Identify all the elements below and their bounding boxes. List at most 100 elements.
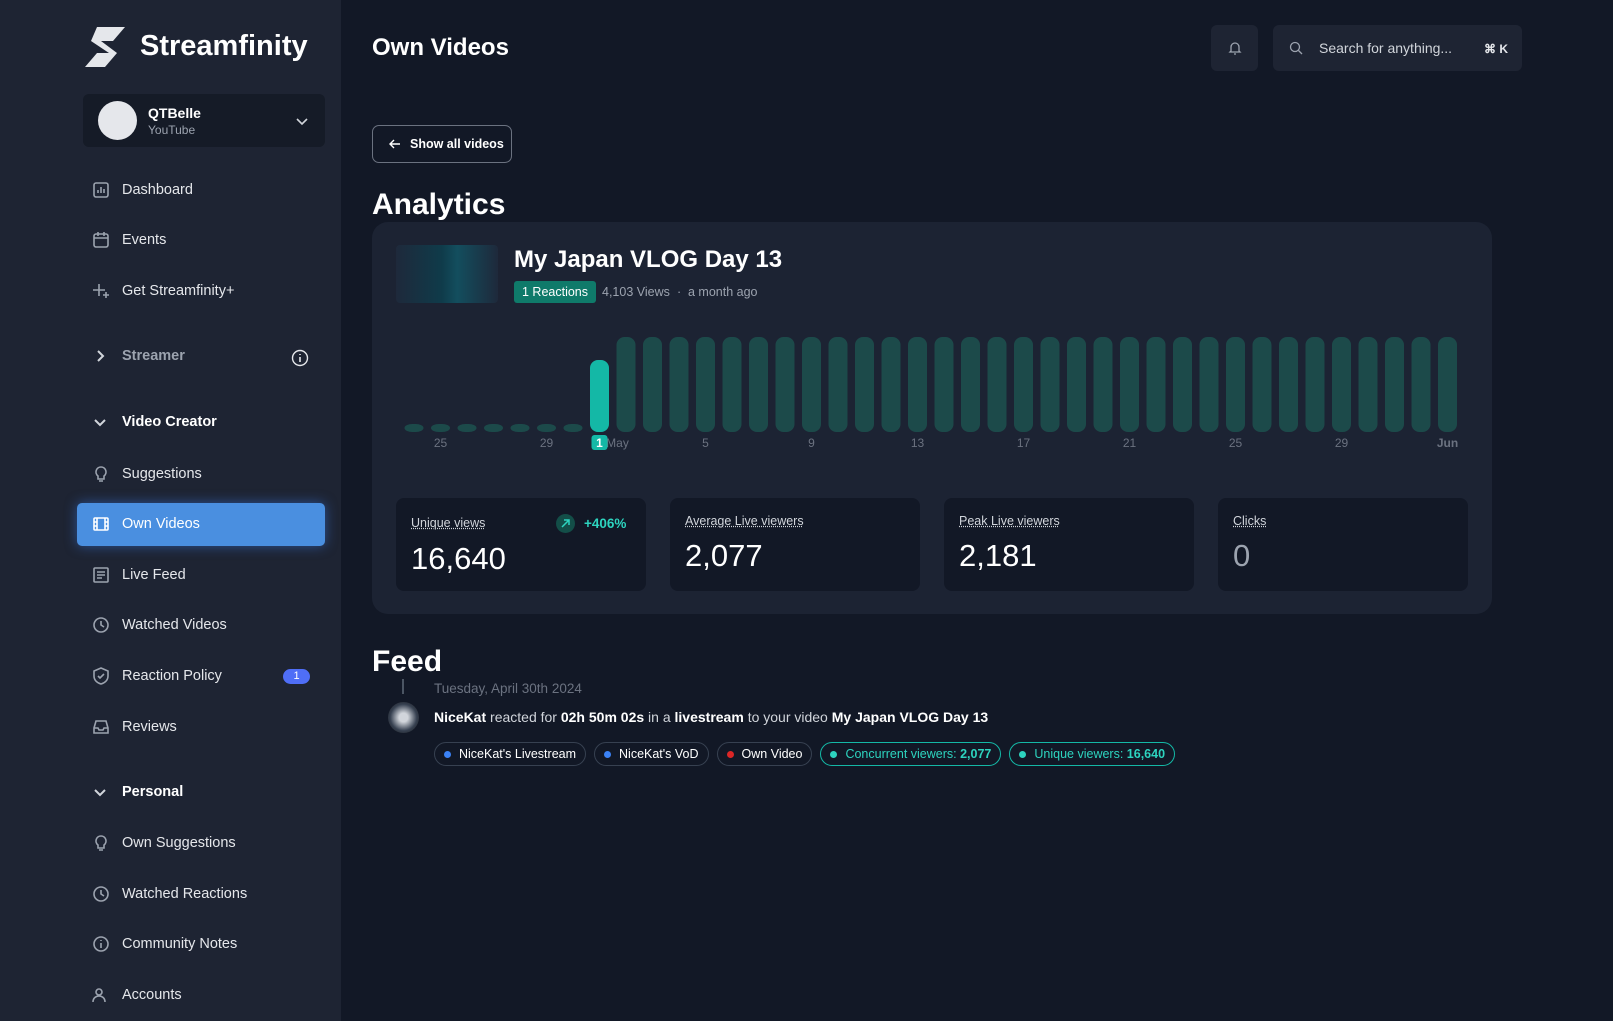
x-tick-label: 25 [1229,436,1243,450]
x-tick-label: 9 [808,436,815,450]
tag-label: Own Video [741,747,803,761]
bar [855,337,874,432]
x-tick-label: May [606,436,629,450]
nav-item[interactable]: Suggestions [92,462,202,486]
bar [669,337,689,432]
bar [563,424,583,432]
nav-item[interactable]: Own Videos [92,512,200,536]
shortcut: ⌘ K [1484,42,1508,56]
chevron [296,118,308,126]
back-button[interactable]: Show all videos [372,125,512,163]
bar [1040,337,1060,432]
active-highlight [77,503,325,546]
stat-value: 2,077 [685,538,763,573]
user[interactable]: NiceKat [434,709,487,725]
search-icon [1289,41,1303,55]
notifications-button[interactable] [1211,25,1258,71]
video-title: My Japan VLOG Day 13 [514,246,783,273]
nav-item[interactable]: Events [92,228,166,252]
bar [802,337,821,432]
bar [775,337,795,432]
info-icon[interactable] [291,349,309,367]
nav-item[interactable]: Live Feed [92,563,186,587]
feed-line [402,679,404,694]
nav-item[interactable]: Get Streamfinity+ [92,279,234,303]
video[interactable]: My Japan VLOG Day 13 [831,709,989,725]
bar [1146,337,1166,432]
text: to your video [747,709,828,725]
bar [643,337,662,432]
nav-item[interactable]: Accounts [92,983,182,1007]
x-tick-label: 25 [434,436,448,450]
nav-item[interactable]: Community Notes [92,932,237,956]
nav-section[interactable]: Streamer [92,348,185,364]
x-tick-label: 5 [702,436,709,450]
nav-item[interactable]: Reviews [92,715,177,739]
nav-item[interactable]: Watched Videos [92,613,227,637]
stat-value: 2,181 [959,538,1037,573]
bar [722,337,742,432]
bar [484,424,503,432]
nav-section[interactable]: Video Creator [92,414,217,430]
user-avatar[interactable] [388,702,419,733]
nav-item[interactable]: Reaction Policy [92,664,222,688]
tag-dot [726,750,734,758]
nav-item[interactable]: Watched Reactions [92,882,247,906]
tag-label: NiceKat's VoD [619,747,699,761]
views: 4,103 Views [602,285,670,299]
nav-label: Community Notes [122,936,238,952]
x-tick-label: 17 [1017,436,1031,450]
video-thumbnail[interactable] [396,245,498,303]
highlight-label: 1 [596,436,603,450]
bar [457,424,477,432]
search-placeholder: Search for anything... [1319,40,1453,56]
page-title: Own Videos [372,34,509,61]
stat-value: 0 [1233,538,1251,573]
bar [881,337,901,432]
sidebar: Streamfinity QTBelle YouTube Dashboard E… [0,0,341,1021]
nav-label: Watched Reactions [122,886,248,902]
stat-label: Average Live viewers [685,514,804,528]
section-title: Streamer [122,348,185,364]
age: a month ago [688,285,758,299]
search-box[interactable]: Search for anything... ⌘ K [1273,25,1522,71]
nav-item[interactable]: Dashboard [92,178,193,202]
nav-label: Live Feed [122,567,186,583]
bar [908,337,927,432]
nav-item[interactable]: Own Suggestions [92,831,236,855]
x-tick-label: 29 [1335,436,1349,450]
stat-card: Unique views 16,640 +406% [396,498,646,591]
tag: NiceKat's Livestream [434,742,587,766]
timeline-chart: 25 29 May 5 9 13 17 21 25 29 Jun 1 [404,337,1458,450]
feed-date: Tuesday, April 30th 2024 [434,681,582,696]
kind: livestream [674,709,744,725]
nav-label: Own Suggestions [122,835,236,851]
account-avatar [98,101,137,140]
highlight-badge [591,435,608,450]
bar [1438,337,1457,432]
reactions-badge: 1 Reactions [514,281,597,303]
bar [1120,337,1139,432]
x-tick-label: 29 [540,436,554,450]
stat-label: Peak Live viewers [959,514,1060,528]
bar [828,337,848,432]
bar [1199,337,1219,432]
stat-label: Clicks [1233,514,1267,528]
text: in a [648,709,671,725]
nav-label: Reaction Policy [122,668,222,684]
x-tick-label: 13 [911,436,925,450]
duration: 02h 50m 02s [560,709,645,725]
bar [1252,337,1272,432]
section-heading: Analytics [372,188,506,221]
stat-change: +406% [584,516,627,531]
bar [404,424,424,432]
metric-tag: Concurrent viewers: 2,077 [820,742,1002,766]
nav-section[interactable]: Personal [92,784,183,800]
metric-label: Concurrent viewers: [845,747,957,761]
bar [749,337,768,432]
nav-label: Get Streamfinity+ [122,283,235,299]
bar [1332,337,1351,432]
account-switcher[interactable]: QTBelle YouTube [83,94,325,147]
stat-label: Unique views [411,516,486,530]
bar [934,337,954,432]
